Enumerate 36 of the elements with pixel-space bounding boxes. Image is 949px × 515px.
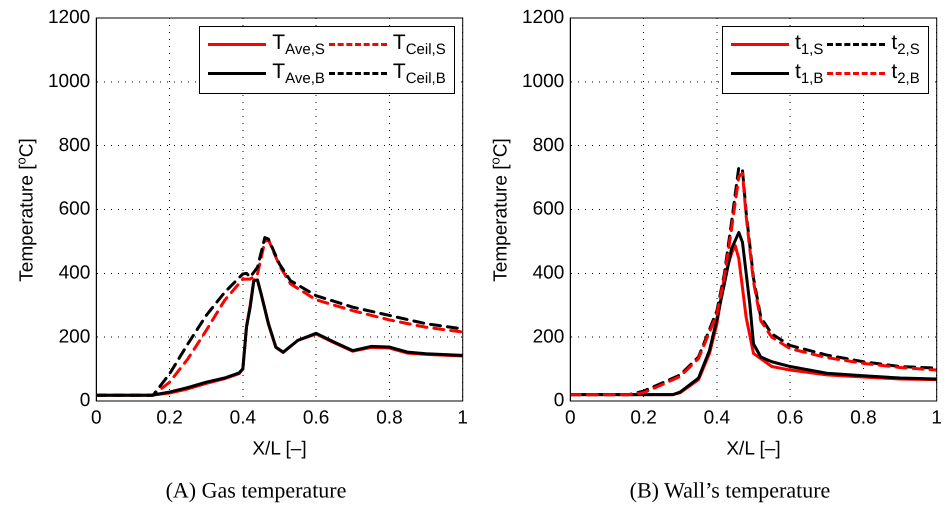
legend-label: t$_{2,S}$: [891, 31, 920, 58]
y-tick-label: 1000: [48, 71, 90, 92]
x-tick-label: 0.6: [302, 408, 330, 429]
x-tick-label: 0.4: [230, 408, 256, 429]
x-tick-label: 0.8: [850, 408, 877, 429]
y-tick-label: 800: [58, 134, 90, 156]
x-tick-label: 1: [457, 408, 468, 429]
x-tick-label: 1: [931, 408, 942, 429]
text: (B) Wall’s temperature: [630, 478, 830, 503]
y-tick-label: 400: [58, 262, 90, 284]
legend-label: T$_{Ceil,S}$: [392, 31, 446, 58]
text: (A) Gas temperature: [166, 478, 346, 503]
y-tick-label: 1000: [522, 71, 564, 92]
legend-label: t$_{1,B}$: [795, 60, 824, 88]
y-tick-label: 600: [58, 198, 90, 220]
legend-label: T$_{Ceil,B}$: [392, 60, 446, 88]
y-tick-label: 1200: [48, 7, 90, 28]
x-tick-label: 0.6: [776, 408, 804, 429]
x-axis-title: X/L [–]: [726, 438, 781, 460]
y-tick-label: 0: [554, 390, 564, 412]
legend-label: t$_{2,B}$: [891, 60, 920, 88]
x-tick-label: 0.2: [630, 408, 657, 429]
legend-label: t$_{1,S}$: [795, 31, 824, 58]
x-tick-label: 0.8: [376, 408, 403, 429]
x-axis-title: X/L [–]: [252, 438, 307, 460]
y-tick-label: 200: [532, 326, 564, 348]
y-tick-label: 600: [532, 198, 564, 220]
x-tick-label: 0.4: [704, 408, 730, 429]
y-tick-label: 0: [80, 390, 90, 412]
y-tick-label: 800: [532, 134, 564, 156]
y-tick-label: 400: [532, 262, 564, 284]
legend-label: T$_{Ave,S}$: [272, 31, 325, 58]
x-tick-label: 0.2: [156, 408, 183, 429]
y-tick-label: 200: [58, 326, 90, 348]
y-tick-label: 1200: [522, 7, 564, 28]
legend-label: T$_{Ave,B}$: [272, 60, 325, 88]
